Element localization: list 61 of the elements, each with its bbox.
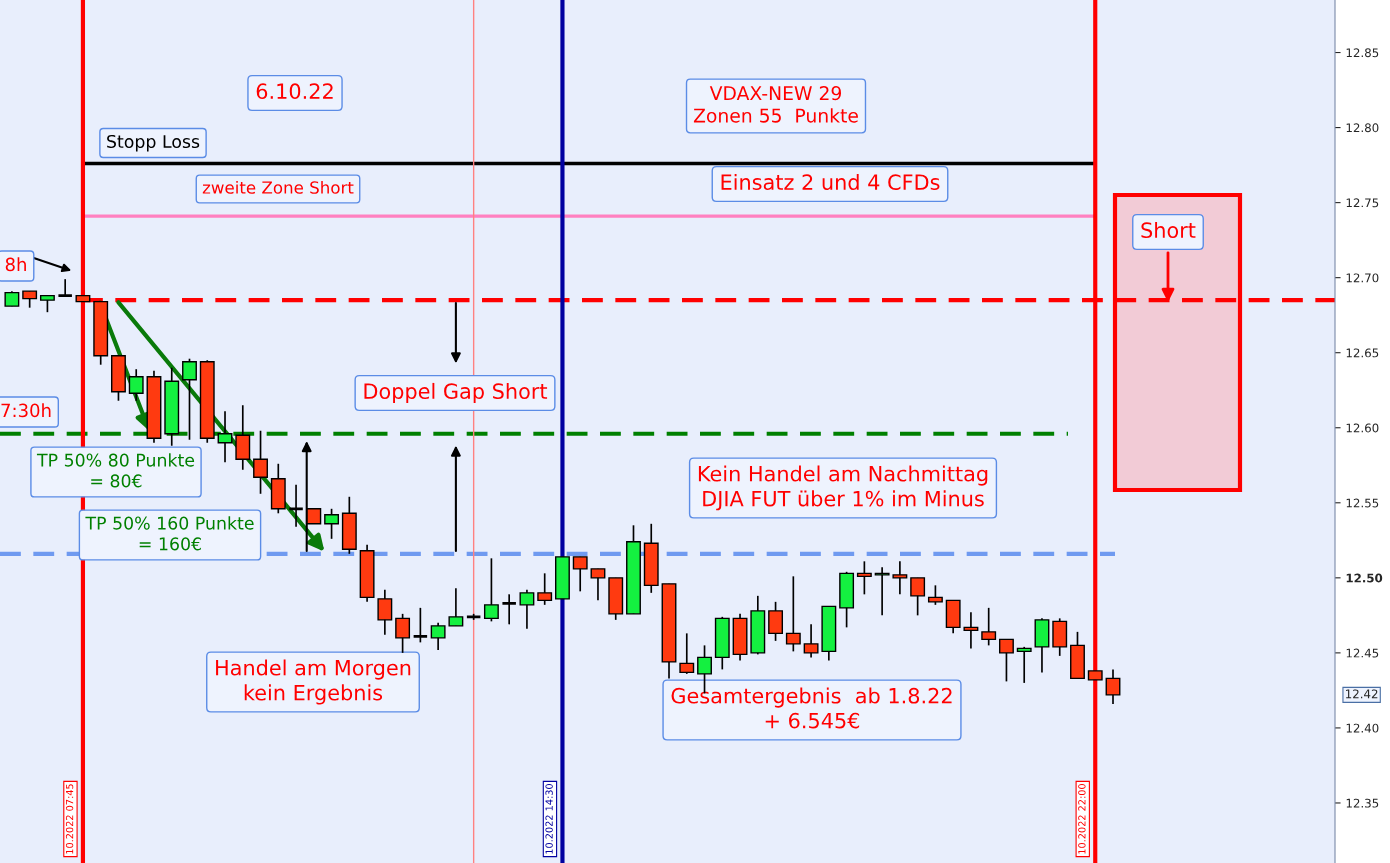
y-tick-label: 12.55 [1346,498,1379,508]
candlestick [57,278,74,298]
candlestick [856,560,872,596]
candlestick [963,611,979,650]
candlestick [981,607,997,647]
annotation: 10.2022 07:45 [65,784,74,854]
annotation: 6.10.22 [256,83,333,100]
candlestick [785,575,801,653]
annotation: Kein Handel am Nachmittag DJIA FUT über 1% im Minus [698,465,988,511]
candlestick [768,601,784,642]
candlestick [287,483,305,528]
y-tick-label: 12.45 [1346,648,1379,658]
candlestick [999,638,1014,683]
candlestick [927,584,943,606]
candlestick [1016,646,1032,684]
candlestick [679,632,695,675]
candlestick [412,607,429,644]
candlestick [128,368,144,402]
annotation: 8h [5,257,26,272]
candlestick [590,567,606,602]
y-tick-label: 12.75 [1346,198,1379,208]
annotation: 10.2022 22:00 [1078,784,1086,854]
candlestick [483,557,499,623]
candlestick [182,357,197,441]
y-tick-label: 12.65 [1346,348,1379,358]
annotation: Gesamtergebnis ab 1.8.22 + 6.545€ [671,687,952,729]
candlestick [803,623,819,659]
annotation: 10.2022 14:30 [545,784,553,854]
y-tick-label: 12.70 [1346,273,1379,283]
candlestick [217,410,233,464]
annotation: 7:30h [1,403,51,418]
candlestick [448,587,464,627]
annotation: TP 50% 160 Punkte = 160€ [85,516,254,551]
annotation: Einsatz 2 und 4 CFDs [721,173,940,191]
annotation: Handel am Morgen kein Ergebnis [216,659,411,705]
y-tick-label: 12.35 [1346,798,1379,808]
candlestick [519,589,535,630]
candlestick [501,593,518,626]
y-tick-label: 12.85 [1346,48,1379,58]
candlestick [395,613,411,654]
text: 12.42 [1346,689,1378,699]
candlestick [430,622,446,651]
y-tick-label: 12.40 [1346,723,1379,733]
y-tick-label: 12.80 [1346,123,1379,133]
ref-line-label: zweite Zone Short [202,180,354,194]
candlestick [1105,668,1121,705]
annotation: Short [1141,221,1196,239]
annotation: TP 50% 80 Punkte = 80€ [36,453,195,488]
candlestick [377,589,393,636]
candlestick [253,429,268,495]
y-tick-label: 12.60 [1346,423,1379,433]
candlestick [324,507,340,540]
candlestick [874,566,890,617]
ref-line-label: Stopp Loss [107,134,200,152]
candlestick [910,576,926,617]
candlestick [572,555,588,593]
y-tick-label: 12.50 [1346,573,1383,583]
annotation: Doppel Gap Short [364,382,548,404]
annotation: VDAX-NEW 29 Zonen 55 Punkte [693,86,858,123]
candlestick [892,560,908,596]
candlestick [537,572,553,606]
